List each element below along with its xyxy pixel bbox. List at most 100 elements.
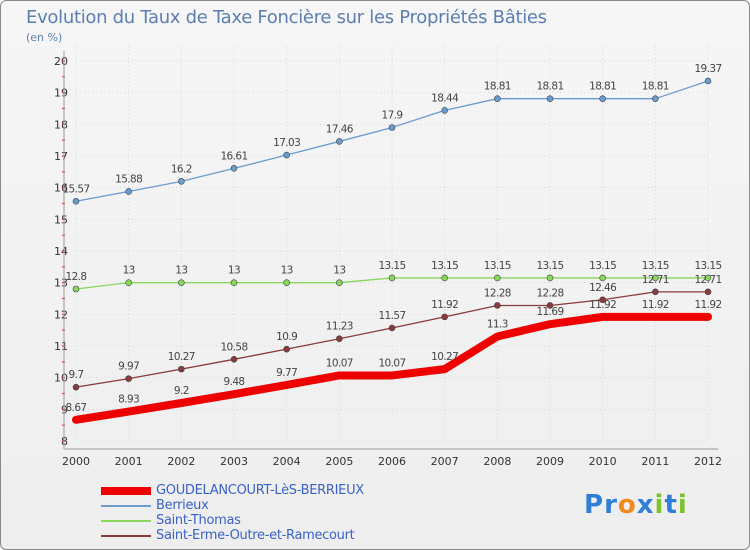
data-label-goudelancourt-2007: 10.27 — [431, 351, 458, 363]
data-point-saint-erme-2002 — [178, 365, 185, 373]
data-label-saint-thomas-2001: 13 — [123, 265, 135, 277]
data-point-berrieux-2000 — [72, 197, 80, 205]
data-point-saint-thomas-2010 — [599, 274, 606, 282]
data-label-saint-erme-2009: 12.28 — [536, 287, 563, 299]
data-label-saint-erme-2011: 12.71 — [642, 274, 669, 286]
y-tick-label-10: 10 — [54, 372, 68, 385]
logo-letter: t — [664, 490, 678, 520]
data-point-saint-thomas-2007 — [441, 274, 448, 282]
x-tick-label-2004: 2004 — [273, 455, 301, 468]
data-label-berrieux-2010: 18.81 — [589, 81, 616, 93]
data-point-berrieux-2006 — [388, 124, 396, 131]
data-label-berrieux-2011: 18.81 — [642, 81, 669, 93]
data-point-saint-thomas-2012 — [704, 274, 712, 282]
y-tick-label-18: 18 — [54, 118, 68, 131]
x-tick-label-2008: 2008 — [483, 455, 511, 468]
data-point-saint-erme-2007 — [441, 313, 448, 321]
data-label-saint-erme-2000: 9.7 — [69, 369, 84, 381]
data-label-saint-erme-2001: 9.97 — [118, 361, 139, 373]
data-point-saint-erme-2012 — [704, 288, 712, 296]
data-point-saint-erme-2005 — [336, 335, 343, 343]
x-tick-label-2012: 2012 — [694, 455, 722, 468]
x-tick-label-2006: 2006 — [378, 455, 406, 468]
data-label-saint-thomas-2011: 13.15 — [642, 260, 669, 272]
data-label-berrieux-2003: 16.61 — [220, 150, 247, 162]
logo-letter: P — [584, 490, 605, 520]
x-tick-label-2010: 2010 — [589, 455, 617, 468]
data-label-saint-erme-2012: 12.71 — [694, 274, 721, 286]
data-point-berrieux-2012 — [704, 77, 712, 85]
data-label-saint-erme-2007: 11.92 — [431, 299, 458, 311]
data-point-berrieux-2005 — [336, 138, 343, 145]
logo-letter: i — [654, 490, 665, 520]
logo-letter: i — [677, 490, 688, 520]
data-point-saint-thomas-2000 — [72, 285, 80, 293]
y-tick-label-20: 20 — [54, 55, 68, 68]
data-label-berrieux-2009: 18.81 — [536, 81, 563, 93]
data-label-goudelancourt-2003: 9.48 — [224, 376, 245, 388]
y-tick-label-15: 15 — [54, 213, 68, 226]
data-label-saint-thomas-2010: 13.15 — [589, 260, 616, 272]
x-tick-label-2005: 2005 — [325, 455, 353, 468]
data-label-berrieux-2007: 18.44 — [431, 92, 459, 104]
data-point-berrieux-2003 — [230, 165, 238, 172]
data-point-berrieux-2002 — [178, 178, 185, 185]
data-point-saint-thomas-2004 — [283, 279, 290, 286]
y-tick-label-14: 14 — [54, 245, 68, 258]
data-point-saint-erme-2010 — [599, 296, 606, 304]
chart-unit-label: (en %) — [26, 31, 63, 44]
data-point-saint-erme-2006 — [388, 324, 396, 332]
data-point-berrieux-2009 — [546, 95, 554, 102]
data-label-goudelancourt-2002: 9.2 — [174, 385, 189, 397]
data-label-berrieux-2001: 15.88 — [115, 173, 142, 185]
x-tick-label-2007: 2007 — [431, 455, 459, 468]
data-label-goudelancourt-2006: 10.07 — [378, 357, 405, 369]
data-label-berrieux-2008: 18.81 — [484, 81, 511, 93]
data-label-saint-thomas-2006: 13.15 — [378, 260, 405, 272]
data-point-saint-thomas-2008 — [494, 274, 501, 282]
data-point-saint-erme-2000 — [72, 383, 80, 391]
y-tick-label-17: 17 — [54, 150, 68, 163]
data-label-berrieux-2000: 15.57 — [62, 183, 89, 195]
logo-letter: o — [617, 490, 637, 520]
data-point-saint-erme-2009 — [546, 302, 554, 309]
data-label-goudelancourt-2004: 9.77 — [276, 367, 297, 379]
data-label-saint-thomas-2009: 13.15 — [536, 260, 563, 272]
data-point-berrieux-2001 — [125, 188, 132, 195]
x-tick-label-2000: 2000 — [62, 455, 90, 468]
x-tick-label-2009: 2009 — [536, 455, 564, 468]
data-label-goudelancourt-2010: 11.92 — [589, 299, 616, 311]
data-label-saint-thomas-2003: 13 — [228, 265, 240, 277]
data-label-goudelancourt-2011: 11.92 — [642, 299, 669, 311]
data-point-saint-erme-2001 — [125, 375, 132, 382]
legend-label-saint-thomas: Saint-Thomas — [156, 513, 241, 528]
y-tick-label-19: 19 — [54, 87, 68, 100]
data-label-saint-thomas-2008: 13.15 — [484, 260, 511, 272]
data-point-saint-thomas-2003 — [230, 279, 238, 286]
data-label-saint-thomas-2000: 12.8 — [66, 271, 87, 283]
data-point-saint-erme-2008 — [494, 302, 501, 309]
series-line-goudelancourt — [72, 312, 712, 424]
data-point-berrieux-2011 — [652, 95, 659, 102]
data-point-saint-thomas-2011 — [652, 274, 659, 282]
data-point-saint-thomas-2006 — [388, 274, 396, 282]
data-point-berrieux-2004 — [283, 151, 290, 159]
data-label-goudelancourt-2001: 8.93 — [118, 394, 139, 406]
data-point-saint-thomas-2001 — [125, 279, 132, 286]
data-label-saint-erme-2006: 11.57 — [378, 310, 405, 322]
data-label-saint-thomas-2007: 13.15 — [431, 260, 458, 272]
x-tick-label-2003: 2003 — [220, 455, 248, 468]
data-point-berrieux-2007 — [441, 107, 448, 114]
data-label-goudelancourt-2005: 10.07 — [326, 357, 353, 369]
data-point-berrieux-2010 — [599, 95, 606, 102]
legend-label-berrieux: Berrieux — [156, 498, 209, 513]
data-label-saint-thomas-2005: 13 — [333, 265, 345, 277]
data-label-saint-thomas-2002: 13 — [175, 265, 187, 277]
data-label-saint-thomas-2012: 13.15 — [694, 260, 721, 272]
data-label-saint-erme-2005: 11.23 — [326, 321, 353, 333]
data-point-berrieux-2008 — [494, 95, 501, 102]
data-point-saint-erme-2003 — [230, 355, 238, 363]
legend-swatch-berrieux — [101, 505, 151, 507]
